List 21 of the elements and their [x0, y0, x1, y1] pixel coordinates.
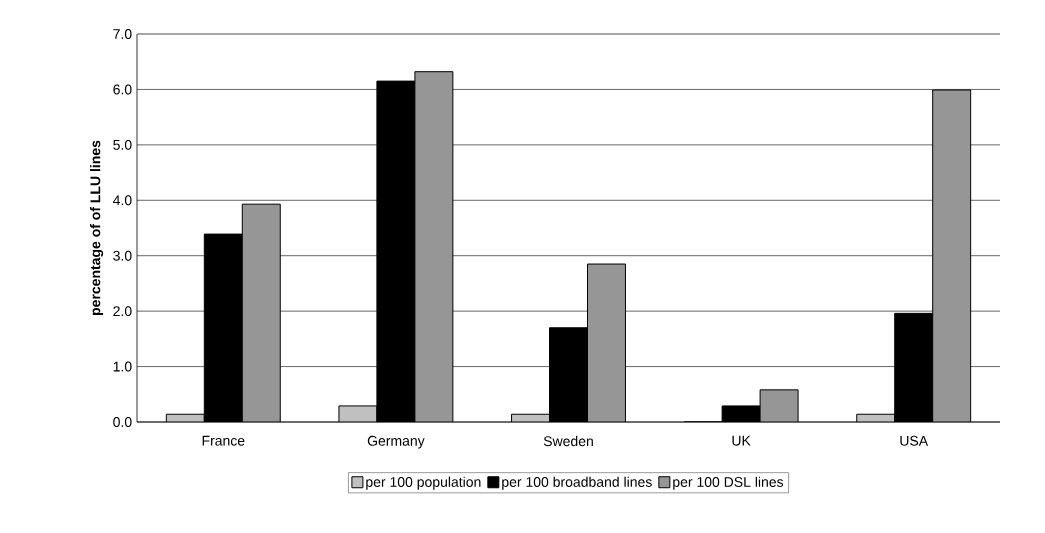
y-tick-label: 0.0 [113, 417, 132, 427]
x-tick-label: France [202, 435, 245, 446]
y-tick-label: 1.0 [113, 361, 132, 372]
bar [587, 264, 626, 422]
legend-label: per 100 population [366, 476, 481, 490]
legend-label: per 100 DSL lines [673, 476, 784, 490]
x-tick-label: Sweden [543, 435, 593, 447]
legend-label: per 100 broadband lines [502, 476, 652, 490]
y-tick-label: 7.0 [113, 29, 132, 39]
y-tick-label: 3.0 [113, 250, 132, 261]
y-tick-label: 5.0 [113, 139, 132, 150]
y-axis-title: percentage of of LLU lines [90, 140, 104, 315]
y-tick-label: 2.0 [113, 306, 132, 317]
x-tick-label: Germany [367, 435, 425, 449]
y-tick-label: 4.0 [113, 195, 132, 206]
x-tick-label: UK [732, 435, 751, 446]
bar [932, 89, 972, 422]
y-tick-label: 6.0 [113, 84, 132, 95]
bar [414, 71, 453, 422]
x-tick-label: USA [900, 435, 929, 446]
bar [242, 204, 281, 422]
